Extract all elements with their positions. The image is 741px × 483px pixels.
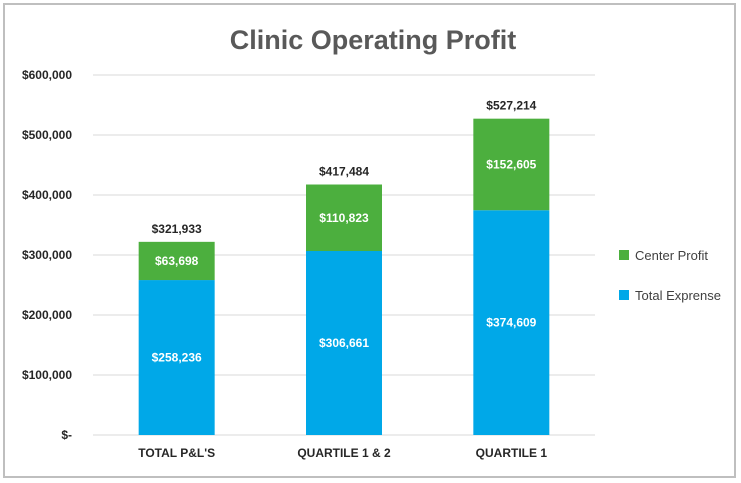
- bar-segment: [306, 251, 382, 435]
- x-tick-label: QUARTILE 1 & 2: [297, 446, 391, 460]
- bar-segment: [306, 184, 382, 252]
- data-label: $258,236: [152, 351, 202, 365]
- chart-title: Clinic Operating Profit: [230, 25, 517, 55]
- data-label: $110,823: [319, 211, 369, 225]
- bar-segment: [473, 118, 550, 211]
- y-tick-label: $600,000: [22, 68, 72, 82]
- y-tick-label: $200,000: [22, 308, 72, 322]
- x-tick-label: TOTAL P&L'S: [138, 446, 215, 460]
- bar-segment: [473, 210, 550, 435]
- data-label: $306,661: [319, 336, 369, 350]
- data-label: $152,605: [486, 157, 536, 171]
- y-tick-label: $-: [61, 428, 72, 442]
- total-label: $417,484: [319, 165, 369, 179]
- bar-segment: [138, 280, 215, 435]
- data-label: $374,609: [486, 316, 536, 330]
- legend-label: Center Profit: [635, 248, 708, 263]
- bars: $258,236 $63,698 $321,933 $306,661 $110,823 $…: [138, 99, 550, 435]
- y-tick-label: $300,000: [22, 248, 72, 262]
- chart-frame: Clinic Operating Profit $- $100,000 $200,0…: [3, 3, 736, 478]
- data-label: $63,698: [155, 254, 199, 268]
- y-tick-label: $400,000: [22, 188, 72, 202]
- legend-swatch: [619, 250, 629, 260]
- y-tick-label: $100,000: [22, 368, 72, 382]
- x-axis: TOTAL P&L'S QUARTILE 1 & 2 QUARTILE 1: [138, 446, 547, 460]
- stacked-bar-chart: Clinic Operating Profit $- $100,000 $200,0…: [22, 25, 721, 460]
- y-tick-label: $500,000: [22, 128, 72, 142]
- x-tick-label: QUARTILE 1: [476, 446, 548, 460]
- total-label: $527,214: [486, 99, 536, 113]
- legend: Center Profit Total Exprense: [619, 248, 721, 303]
- y-axis: $- $100,000 $200,000 $300,000 $400,000 $500,0…: [22, 68, 72, 442]
- total-label: $321,933: [152, 222, 202, 236]
- legend-label: Total Exprense: [635, 288, 721, 303]
- bar-segment: [138, 241, 215, 281]
- legend-swatch: [619, 290, 629, 300]
